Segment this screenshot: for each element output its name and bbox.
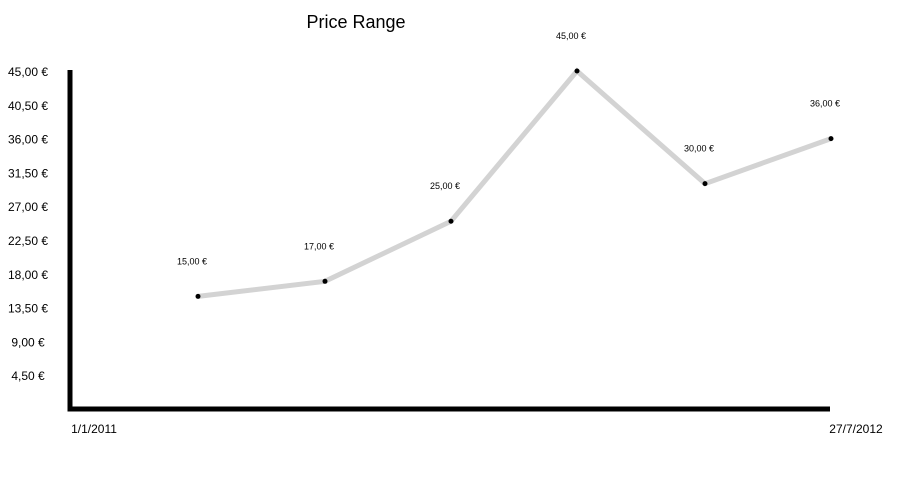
y-tick-label: 9,00 € — [11, 335, 45, 349]
y-tick-label: 13,50 € — [8, 302, 48, 316]
chart-title: Price Range — [306, 12, 405, 32]
y-tick-label: 36,00 € — [8, 133, 48, 147]
data-label: 17,00 € — [304, 241, 334, 251]
data-labels: 15,00 € 17,00 € 25,00 € 45,00 € 30,00 € 36,00… — [177, 31, 840, 266]
y-tick-label: 40,50 € — [8, 99, 48, 113]
y-tick-label: 22,50 € — [8, 234, 48, 248]
series-line — [197, 67, 832, 299]
data-label: 30,00 € — [684, 144, 714, 154]
data-label: 25,00 € — [430, 181, 460, 191]
data-point — [322, 278, 328, 284]
data-point — [828, 136, 834, 142]
x-axis-tick-labels: 1/1/2011 27/7/2012 — [71, 422, 883, 436]
data-point — [574, 68, 580, 74]
data-point — [702, 181, 708, 187]
x-tick-label: 1/1/2011 — [71, 422, 117, 436]
y-tick-label: 45,00 € — [8, 65, 48, 79]
y-tick-label: 18,00 € — [8, 268, 48, 282]
data-point-markers — [195, 68, 834, 299]
y-tick-label: 31,50 € — [8, 166, 48, 180]
data-label: 45,00 € — [556, 31, 586, 41]
series-lines — [197, 67, 832, 299]
y-tick-label: 27,00 € — [8, 200, 48, 214]
y-axis-tick-labels: 45,00 € 40,50 € 36,00 € 31,50 € 27,00 € 22,50… — [8, 65, 48, 383]
data-point — [195, 293, 201, 299]
x-tick-label: 27/7/2012 — [829, 422, 883, 436]
y-tick-label: 4,50 € — [11, 369, 45, 383]
data-label: 36,00 € — [810, 99, 840, 109]
axes — [67, 70, 830, 412]
data-label: 15,00 € — [177, 256, 207, 266]
data-point — [448, 218, 454, 224]
